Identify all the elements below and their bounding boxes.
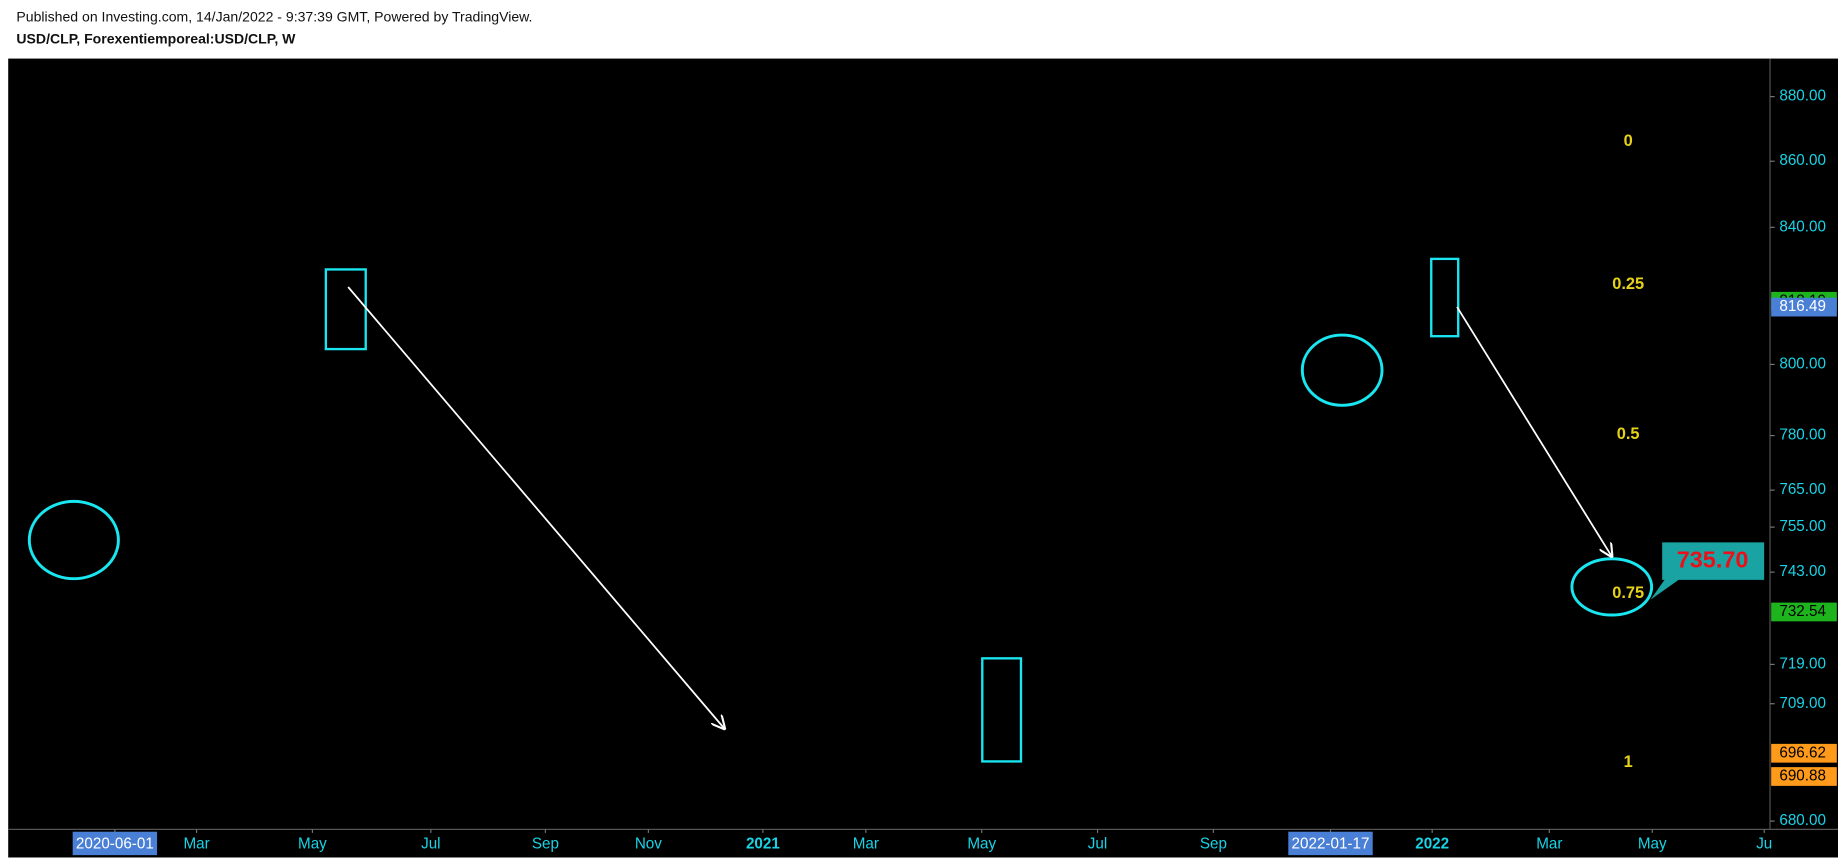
published-note: Published on Investing.com, 14/Jan/2022 … xyxy=(16,8,532,24)
y-tick-label: 709.00 xyxy=(1779,695,1826,712)
x-tick-label: Nov xyxy=(635,836,662,853)
x-tick-highlight xyxy=(72,831,158,856)
price-label: 690.88 xyxy=(1779,768,1826,785)
x-tick-label: Jul xyxy=(421,836,440,853)
fib-label: 0.25 xyxy=(1612,275,1644,293)
y-tick-label: 780.00 xyxy=(1779,427,1826,444)
highlight-circle xyxy=(1300,333,1384,407)
x-tick-label: 2021 xyxy=(746,836,780,853)
y-tick-label: 860.00 xyxy=(1779,152,1826,169)
x-tick-label: 2022-01-17 xyxy=(1292,836,1370,853)
price-label: 816.49 xyxy=(1779,298,1826,315)
callout-box xyxy=(1650,542,1765,600)
arrow xyxy=(1456,306,1612,557)
highlight-box xyxy=(1430,257,1460,338)
x-tick-label: Jul xyxy=(1088,836,1107,853)
price-label-box xyxy=(1771,602,1837,622)
fib-label: 0 xyxy=(1624,132,1633,150)
x-tick-highlight xyxy=(1288,831,1373,856)
y-tick-label: 719.00 xyxy=(1779,655,1826,672)
y-tick-label: 800.00 xyxy=(1779,355,1826,372)
y-tick-label: 680.00 xyxy=(1779,812,1826,829)
x-tick-label: May xyxy=(967,836,996,853)
overlay: 735.70 xyxy=(27,257,1765,763)
x-tick-label: Sep xyxy=(532,836,559,853)
price-label: 732.54 xyxy=(1779,603,1826,620)
callout-text: 735.70 xyxy=(1677,546,1749,572)
fib-label: 0.5 xyxy=(1617,425,1640,443)
y-tick-label: 755.00 xyxy=(1779,518,1826,535)
x-tick-label: Mar xyxy=(1536,836,1562,853)
x-tick-label: 2022 xyxy=(1415,836,1449,853)
symbol-title: USD/CLP, Forexentiemporeal:USD/CLP, W xyxy=(16,31,296,47)
highlight-circle xyxy=(27,499,120,581)
price-label-box xyxy=(1771,297,1837,317)
x-tick-label: Sep xyxy=(1200,836,1227,853)
x-tick-label: Mar xyxy=(183,836,209,853)
price-label: 696.62 xyxy=(1779,744,1826,761)
fib-label: 0.75 xyxy=(1612,584,1644,602)
y-tick-label: 765.00 xyxy=(1779,481,1826,498)
y-tick-label: 743.00 xyxy=(1779,563,1826,580)
highlight-box xyxy=(324,268,367,351)
price-label-box xyxy=(1771,767,1837,786)
x-tick-label: 2020-06-01 xyxy=(76,836,154,853)
x-tick-label: May xyxy=(1638,836,1667,853)
highlight-box xyxy=(981,657,1023,763)
chart-area xyxy=(8,58,1838,858)
x-tick-label: Ju xyxy=(1756,836,1772,853)
y-tick-label: 840.00 xyxy=(1779,218,1826,235)
fib-label: 1 xyxy=(1624,753,1633,771)
price-label-box xyxy=(1771,743,1837,763)
x-tick-label: May xyxy=(298,836,327,853)
x-tick-label: Mar xyxy=(853,836,879,853)
y-tick-label: 880.00 xyxy=(1779,88,1826,105)
arrow xyxy=(347,286,724,729)
